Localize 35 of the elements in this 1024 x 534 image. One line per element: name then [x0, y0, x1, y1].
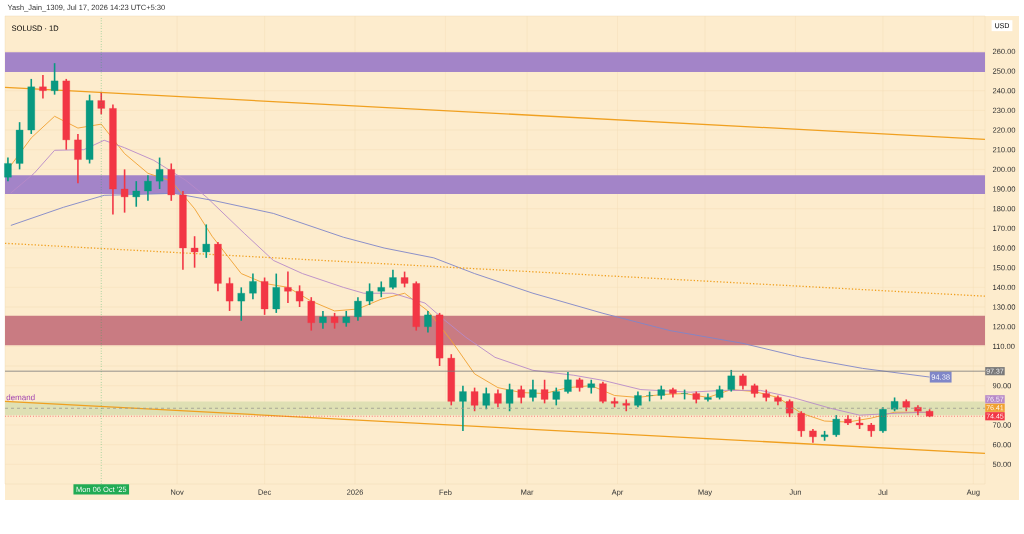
candlestick	[190, 235, 199, 269]
candlestick	[540, 378, 549, 405]
candlestick	[307, 296, 315, 332]
candlestick	[237, 286, 245, 322]
candlestick	[4, 156, 12, 182]
candlestick	[39, 74, 47, 100]
candlestick	[97, 91, 105, 116]
candlestick	[225, 276, 234, 312]
candlestick	[272, 272, 280, 314]
candlestick	[599, 380, 607, 405]
candlestick	[482, 386, 490, 411]
candlestick	[622, 398, 630, 413]
candlestick	[295, 284, 304, 308]
candlestick	[50, 62, 59, 96]
candlestick	[389, 268, 397, 291]
candlestick	[74, 133, 82, 184]
candlestick	[505, 382, 514, 413]
candlestick	[727, 369, 735, 393]
candlestick	[529, 378, 537, 403]
candlestick	[365, 282, 374, 306]
candlestick	[284, 270, 292, 304]
candlestick	[424, 310, 432, 334]
candlestick	[879, 406, 887, 434]
band-label: demand	[6, 394, 35, 401]
candlestick	[354, 296, 362, 322]
candlestick	[202, 223, 210, 259]
candlestick	[144, 174, 152, 202]
candlestick	[832, 414, 840, 438]
candlestick	[564, 371, 572, 395]
candlestick	[155, 156, 164, 190]
candlestick	[132, 180, 140, 208]
candlestick	[470, 386, 479, 413]
candlestick	[459, 384, 467, 432]
candlestick	[120, 168, 129, 214]
candlestick	[249, 272, 257, 300]
